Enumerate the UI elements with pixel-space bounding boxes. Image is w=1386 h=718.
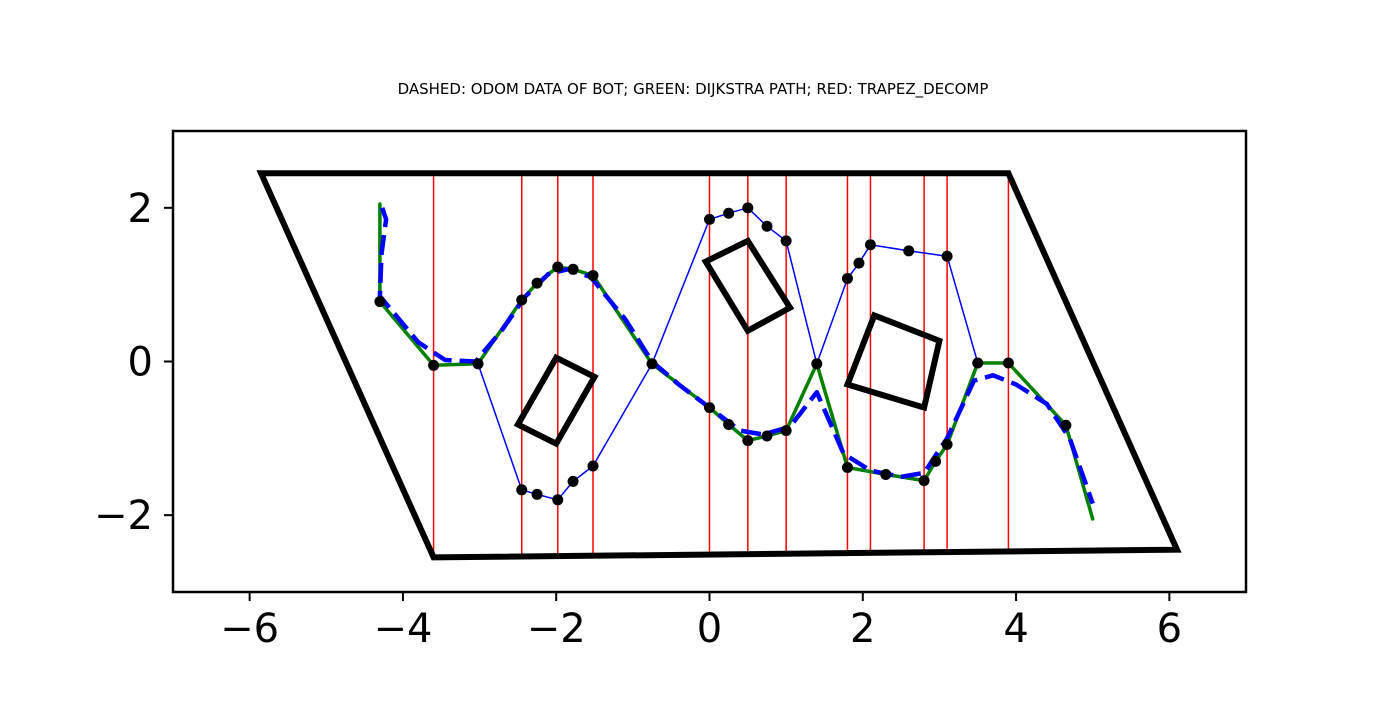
obstacle-2 <box>701 237 795 335</box>
graph-node-19 <box>704 213 715 225</box>
graph-node-14 <box>704 402 715 414</box>
graph-node-6 <box>567 263 579 275</box>
graph-node-18 <box>780 425 792 437</box>
graph-node-28 <box>903 245 915 257</box>
x-tick-label-3: 0 <box>697 606 722 652</box>
graph-node-3 <box>516 294 528 306</box>
graph-node-34 <box>941 438 953 450</box>
graph-node-35 <box>972 357 984 369</box>
graph-node-2 <box>472 358 484 370</box>
graph-node-11 <box>567 475 579 487</box>
axes-layer: −6 −4 −2 0 2 4 6 −2 0 2 <box>94 186 1182 652</box>
graph-node-36 <box>1002 357 1014 369</box>
obstacle-1 <box>513 353 599 448</box>
graph-node-16 <box>742 435 754 447</box>
obstacle-3 <box>843 311 943 412</box>
graph-node-4 <box>531 277 543 289</box>
graph-node-31 <box>880 468 892 480</box>
x-tick-label-1: −4 <box>373 606 432 652</box>
x-tick-label-2: −2 <box>527 606 586 652</box>
x-tick-label-6: 6 <box>1157 606 1182 652</box>
graph-node-13 <box>646 358 658 370</box>
series-0-segment-0 <box>379 300 653 501</box>
graph-node-26 <box>853 257 865 269</box>
x-tick-label-4: 2 <box>850 606 875 652</box>
graph-node-27 <box>864 239 876 251</box>
series-2-segment-0 <box>377 207 1095 505</box>
graph-node-9 <box>531 488 543 500</box>
graph-node-33 <box>930 455 942 467</box>
graph-node-7 <box>587 269 599 281</box>
y-tick-label-0: −2 <box>94 493 153 539</box>
series-0-segment-2 <box>816 243 979 365</box>
graph-node-32 <box>918 475 930 487</box>
graph-node-24 <box>811 358 823 370</box>
graph-node-29 <box>941 250 953 262</box>
series-layer <box>377 202 1095 521</box>
y-tick-label-1: 0 <box>128 340 153 386</box>
chart-title: DASHED: ODOM DATA OF BOT; GREEN: DIJKSTR… <box>397 80 989 98</box>
graph-node-22 <box>761 220 773 232</box>
graph-node-23 <box>780 235 792 247</box>
graph-node-1 <box>428 359 440 371</box>
workspace-boundary <box>256 170 1182 561</box>
graph-node-10 <box>552 494 564 506</box>
y-tick-label-2: 2 <box>128 186 153 232</box>
series-1-segment-0 <box>378 202 1095 521</box>
obstacles-layer <box>513 237 943 448</box>
graph-node-30 <box>841 462 853 474</box>
x-tick-label-0: −6 <box>220 606 279 652</box>
graph-node-37 <box>1060 419 1072 431</box>
nodes-layer <box>374 202 1072 506</box>
graph-node-20 <box>723 207 735 219</box>
graph-node-0 <box>374 296 386 308</box>
graph-node-17 <box>761 430 773 442</box>
boundary-layer <box>256 170 1182 561</box>
graph-node-15 <box>723 419 735 431</box>
series-0-segment-1 <box>651 207 818 365</box>
graph-node-21 <box>742 202 754 214</box>
graph-node-25 <box>841 273 853 285</box>
x-tick-label-5: 4 <box>1003 606 1028 652</box>
graph-node-5 <box>552 261 564 273</box>
decomposition-layer <box>432 173 1010 558</box>
graph-node-12 <box>587 460 599 472</box>
graph-node-8 <box>516 484 528 496</box>
